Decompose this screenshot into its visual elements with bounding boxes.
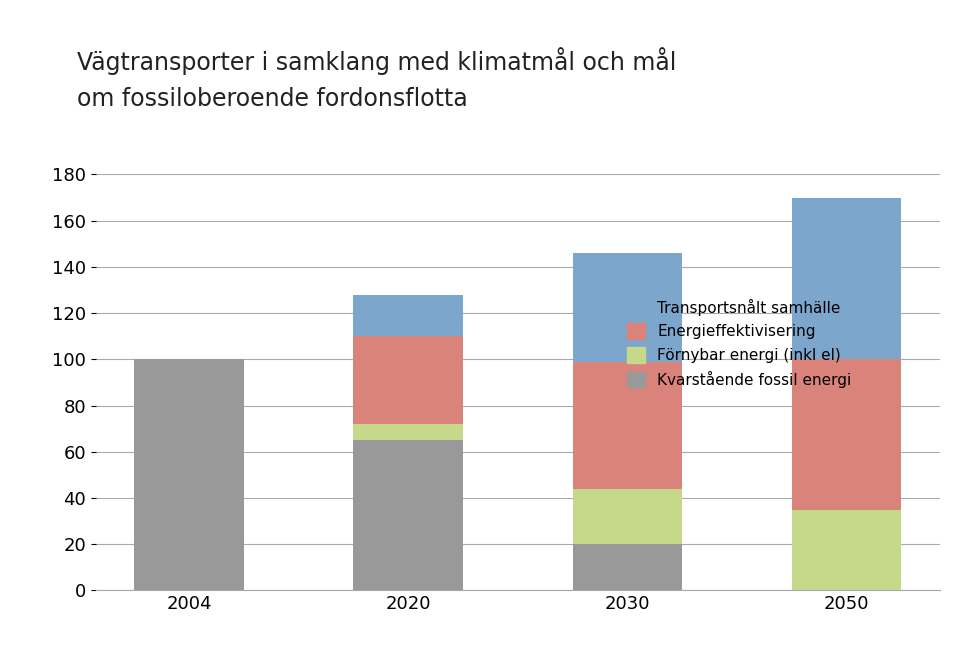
Bar	[792, 197, 901, 360]
Circle shape	[699, 632, 860, 663]
Bar	[354, 336, 463, 424]
Bar	[573, 253, 682, 362]
Bar	[792, 509, 901, 590]
Text: TRAFIKVERKET: TRAFIKVERKET	[836, 643, 924, 652]
Bar	[573, 544, 682, 590]
Bar	[134, 360, 244, 590]
Legend: Transportsnålt samhälle, Energieffektivisering, Förnybar energi (inkl el), Kvars: Transportsnålt samhälle, Energieffektivi…	[627, 299, 852, 388]
Bar	[573, 362, 682, 488]
Bar	[573, 488, 682, 544]
Bar	[354, 440, 463, 590]
Bar	[354, 424, 463, 440]
Text: Vägtransporter i samklang med klimatmål och mål: Vägtransporter i samklang med klimatmål …	[77, 47, 676, 75]
Bar	[354, 295, 463, 336]
Text: 10: 10	[19, 643, 38, 658]
Text: om fossiloberoende fordonsflotta: om fossiloberoende fordonsflotta	[77, 87, 467, 111]
Text: 2012-09-27: 2012-09-27	[77, 643, 165, 658]
Bar	[792, 360, 901, 509]
